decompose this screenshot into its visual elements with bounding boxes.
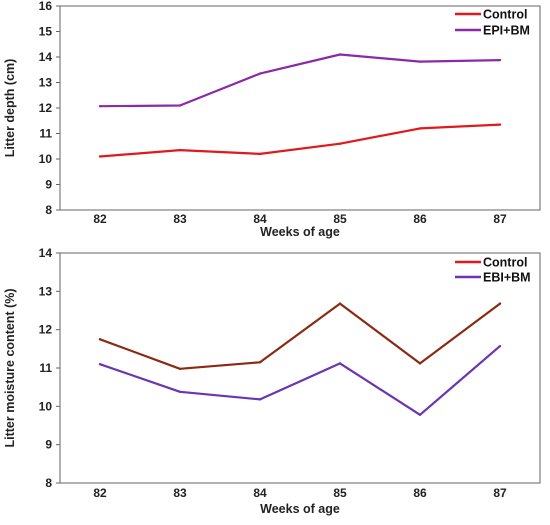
- data-point: [178, 367, 182, 370]
- x-tick-label: 83: [173, 212, 187, 226]
- y-tick-label: 16: [39, 0, 53, 13]
- x-tick-label: 86: [413, 486, 427, 500]
- data-point: [418, 362, 422, 365]
- data-point: [498, 344, 502, 348]
- legend-label: Control: [483, 256, 527, 270]
- y-tick-label: 14: [39, 246, 53, 260]
- data-point: [258, 72, 262, 75]
- legend-label: Control: [483, 8, 527, 22]
- data-point: [258, 361, 262, 364]
- y-tick-label: 8: [45, 203, 52, 217]
- y-tick-label: 12: [39, 101, 53, 115]
- x-axis-label: Weeks of age: [260, 502, 340, 516]
- chart-1: 8 9 10 11 12 13 14 15 16 82 83 84 85 86 87 Weeks of age…: [3, 0, 541, 239]
- y-tick-label: 13: [39, 284, 53, 298]
- x-tick-label: 82: [93, 212, 107, 226]
- data-point: [338, 362, 342, 365]
- plot-frame: [59, 5, 541, 211]
- y-tick-label: 8: [45, 476, 52, 490]
- data-point: [498, 58, 502, 62]
- data-point: [258, 152, 262, 156]
- data-point: [98, 362, 102, 366]
- y-tick-label: 10: [39, 399, 53, 413]
- data-point: [98, 338, 102, 341]
- series-line-epi-bm: [99, 53, 501, 108]
- y-tick-label: 13: [39, 76, 53, 90]
- y-axis-label: Litter depth (cm): [3, 59, 17, 158]
- data-point: [338, 142, 342, 145]
- y-tick-label: 15: [39, 25, 53, 39]
- legend-label: EBI+BM: [483, 271, 531, 285]
- data-point: [418, 413, 422, 416]
- x-tick-label: 85: [333, 212, 347, 226]
- x-axis-label: Weeks of age: [260, 225, 340, 239]
- data-point: [178, 390, 182, 393]
- y-axis-label: Litter moisture content (%): [3, 288, 17, 447]
- series-line-ebi-bm: [99, 345, 501, 416]
- data-point: [418, 60, 422, 63]
- x-tick-label: 86: [413, 212, 427, 226]
- data-point: [498, 302, 502, 305]
- y-tick-label: 9: [45, 178, 52, 192]
- x-tick-label: 87: [493, 212, 507, 226]
- data-point: [178, 104, 182, 107]
- data-point: [98, 105, 102, 108]
- x-tick-label: 82: [93, 486, 107, 500]
- y-tick-label: 14: [39, 50, 53, 64]
- data-point: [258, 398, 262, 401]
- data-point: [338, 53, 342, 56]
- legend-label: EPI+BM: [483, 24, 530, 38]
- y-tick-label: 11: [39, 127, 52, 141]
- data-point: [178, 148, 182, 152]
- y-tick-label: 9: [45, 438, 52, 452]
- data-point: [418, 127, 422, 130]
- y-tick-label: 12: [39, 323, 53, 337]
- data-point: [98, 155, 102, 158]
- x-tick-label: 84: [253, 212, 267, 226]
- y-tick-label: 11: [39, 361, 52, 375]
- x-tick-label: 83: [173, 486, 187, 500]
- plot-frame: [59, 252, 541, 484]
- x-tick-label: 87: [493, 486, 507, 500]
- data-point: [498, 123, 502, 126]
- series-line-control: [99, 302, 501, 370]
- x-tick-label: 85: [333, 486, 347, 500]
- y-tick-label: 10: [39, 152, 53, 166]
- chart-2: 8 9 10 11 12 13 14 82 83 84 85 86 87 Weeks of age Litt…: [3, 246, 541, 516]
- data-point: [338, 302, 342, 305]
- x-tick-label: 84: [253, 486, 267, 500]
- series-line-control: [99, 123, 501, 158]
